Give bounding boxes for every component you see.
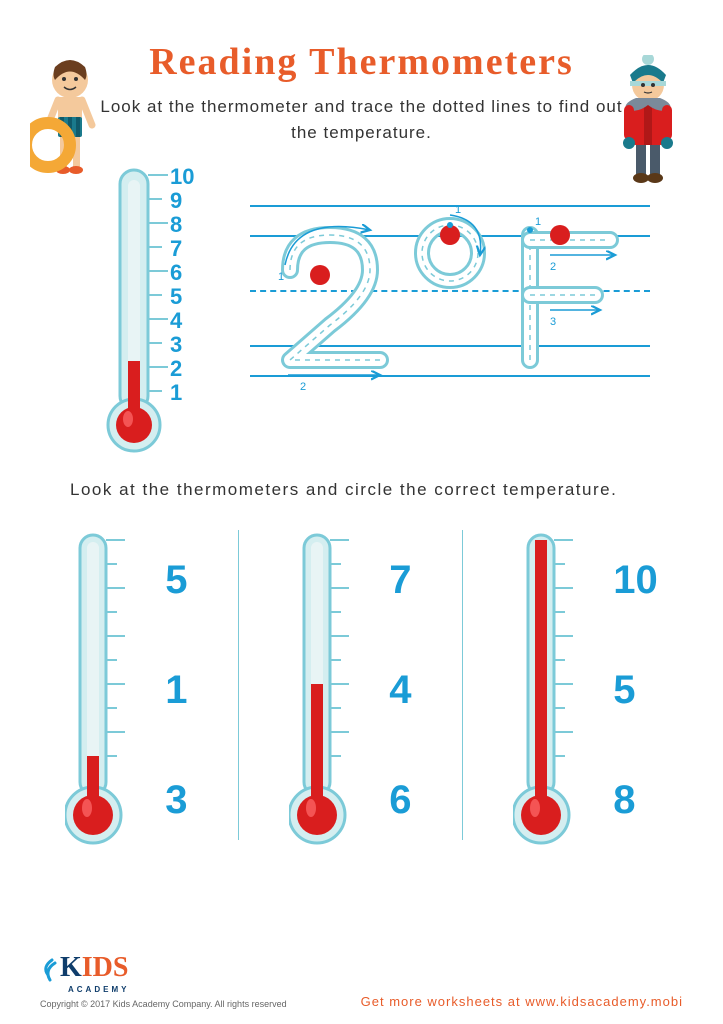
thermometer-icon (289, 530, 364, 850)
svg-text:1: 1 (278, 271, 284, 283)
thermometer-icon (513, 530, 588, 850)
temperature-option[interactable]: 8 (613, 778, 658, 823)
svg-text:2: 2 (300, 381, 306, 393)
svg-text:2: 2 (550, 261, 556, 273)
divider (238, 530, 239, 840)
thermometer-main: 10987654321 (100, 165, 220, 455)
thermometer-scale: 10987654321 (170, 165, 194, 405)
thermometer-column: 10 5 8 (513, 530, 658, 850)
header: Reading Thermometers (40, 40, 683, 84)
footer: KIDS ACADEMY Copyright © 2017 Kids Acade… (40, 952, 683, 1009)
temperature-option[interactable]: 7 (389, 558, 411, 603)
scale-label: 10 (170, 165, 194, 189)
worksheet-page: Reading Thermometers Look at the thermom… (0, 0, 723, 1024)
logo: KIDS ACADEMY (40, 952, 683, 994)
scale-label: 4 (170, 309, 194, 333)
temperature-options: 7 4 6 (389, 558, 411, 823)
page-title: Reading Thermometers (40, 40, 683, 84)
scale-label: 9 (170, 189, 194, 213)
thermometer-icon (65, 530, 140, 850)
more-worksheets-link[interactable]: Get more worksheets at www.kidsacademy.m… (361, 994, 683, 1009)
temperature-option[interactable]: 5 (165, 558, 187, 603)
temperature-option[interactable]: 3 (165, 778, 187, 823)
svg-text:3: 3 (550, 316, 556, 328)
logo-k: K (60, 952, 82, 983)
temperature-option[interactable]: 1 (165, 668, 187, 713)
temperature-option[interactable]: 6 (389, 778, 411, 823)
instruction-2: Look at the thermometers and circle the … (70, 480, 663, 500)
logo-subtitle: ACADEMY (68, 985, 683, 994)
svg-text:1: 1 (535, 216, 541, 228)
scale-label: 8 (170, 213, 194, 237)
scale-label: 6 (170, 261, 194, 285)
temperature-option[interactable]: 4 (389, 668, 411, 713)
section-circle: 5 1 3 7 4 6 10 5 8 (40, 530, 683, 850)
logo-ids: IDS (82, 952, 129, 983)
scale-label: 5 (170, 285, 194, 309)
scale-label: 1 (170, 381, 194, 405)
scale-label: 7 (170, 237, 194, 261)
thermometer-column: 7 4 6 (289, 530, 411, 850)
temperature-options: 10 5 8 (613, 558, 658, 823)
trace-area[interactable]: 1 2 1 (250, 195, 650, 395)
scale-label: 2 (170, 357, 194, 381)
thermometer-column: 5 1 3 (65, 530, 187, 850)
temperature-option[interactable]: 5 (613, 668, 658, 713)
svg-text:1: 1 (455, 204, 461, 216)
instruction-1: Look at the thermometer and trace the do… (100, 94, 623, 145)
divider (462, 530, 463, 840)
temperature-option[interactable]: 10 (613, 558, 658, 603)
scale-label: 3 (170, 333, 194, 357)
temperature-options: 5 1 3 (165, 558, 187, 823)
section-trace: 10987654321 1 2 (100, 165, 683, 455)
